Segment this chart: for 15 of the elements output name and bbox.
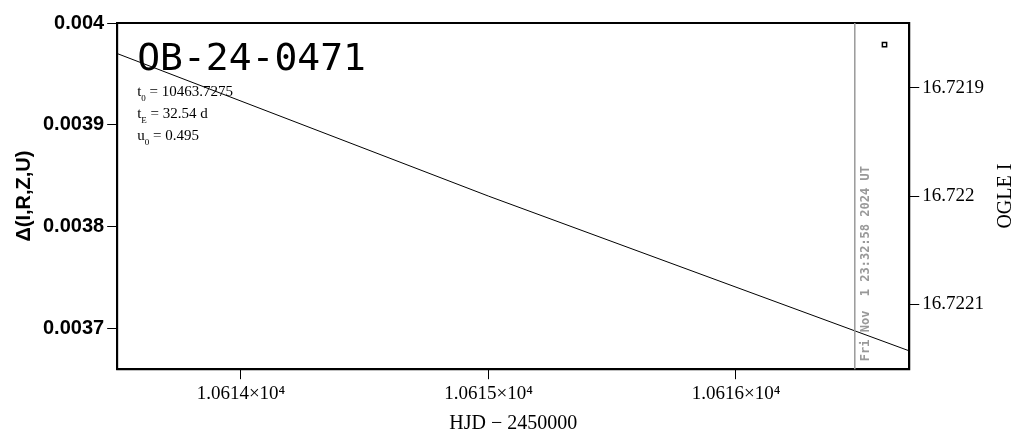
x-tick-label: 1.0615×10⁴ [444, 381, 534, 403]
y2-axis-title: OGLE I [993, 163, 1011, 229]
y-tick-label: 0.0038 [43, 214, 105, 237]
x-tick-label: 1.0614×10⁴ [196, 381, 286, 403]
y-tick-label: 0.0037 [43, 315, 105, 338]
y2-tick-label: 16.7219 [922, 75, 984, 97]
y-tick-label: 0.004 [54, 10, 106, 33]
y-tick-label: 0.0039 [43, 112, 105, 135]
y2-tick-label: 16.722 [922, 184, 975, 206]
annotation: Fri Nov 1 23:32:58 2024 UT [857, 166, 872, 362]
x-tick-label: 1.0616×10⁴ [691, 381, 781, 403]
y-axis-title: Δ(I,R,Z,U) [11, 150, 34, 242]
y2-tick-label: 16.7221 [922, 292, 984, 314]
chart-title: OB-24-0471 [137, 35, 366, 79]
x-axis-title: HJD − 2450000 [449, 411, 578, 434]
